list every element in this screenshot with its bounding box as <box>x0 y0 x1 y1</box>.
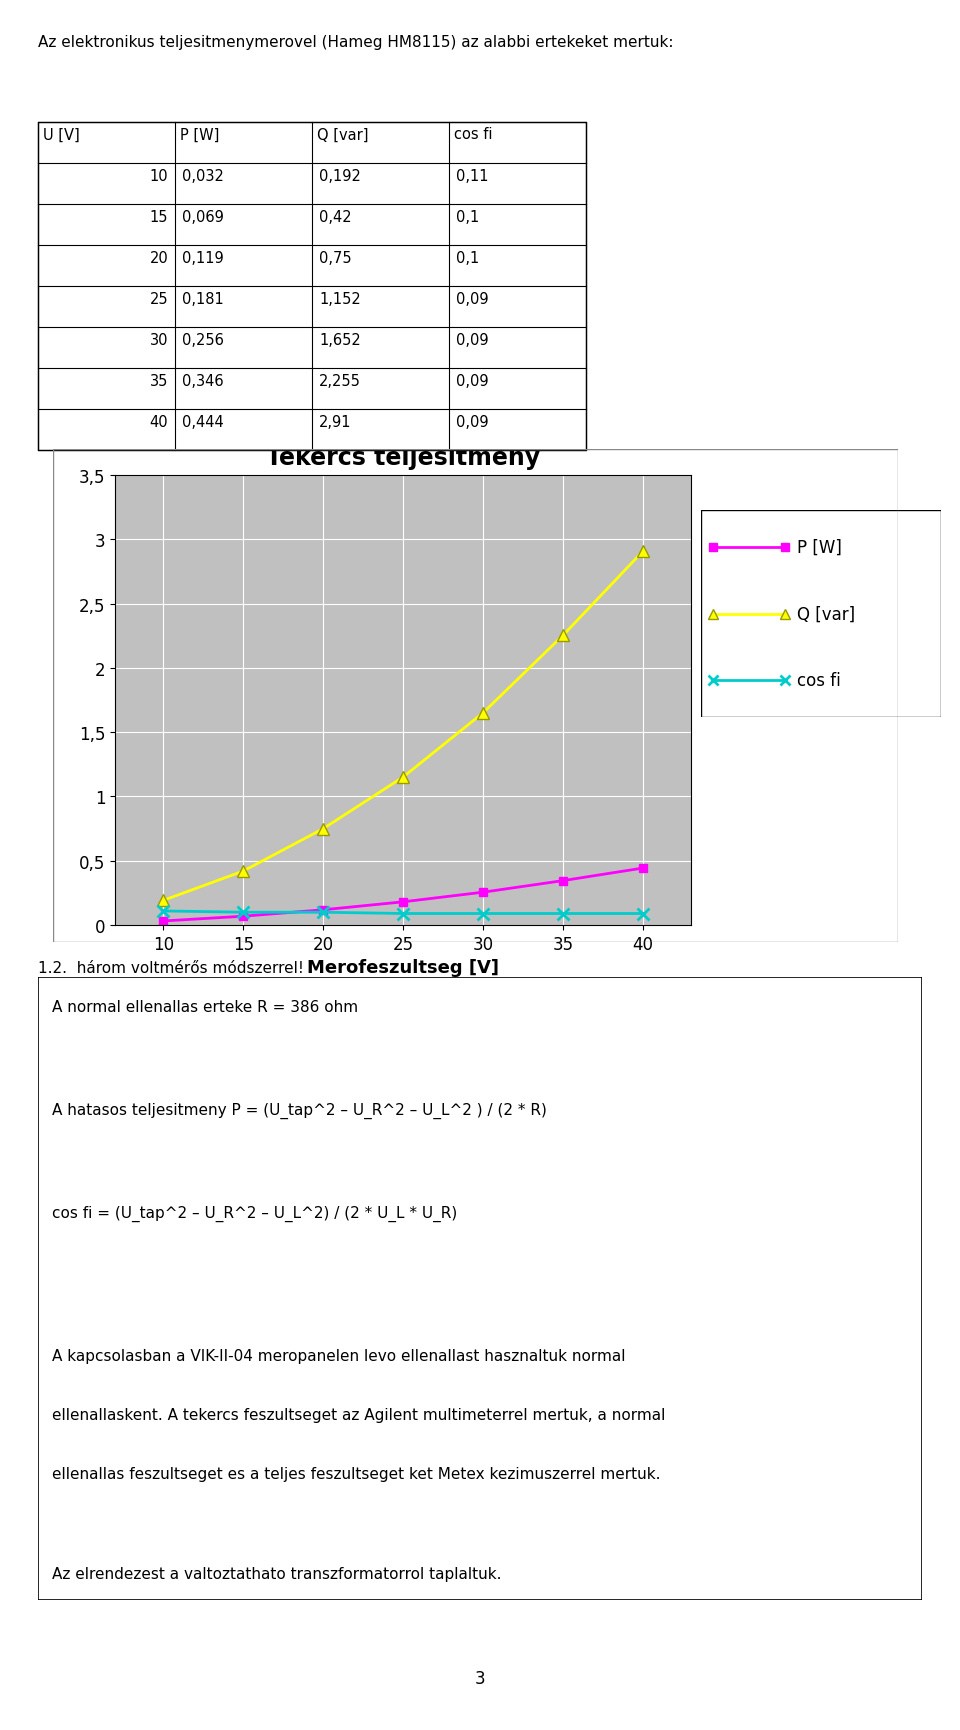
Text: 0,119: 0,119 <box>182 251 224 265</box>
Text: 20: 20 <box>150 251 168 265</box>
Text: ellenallaskent. A tekercs feszultseget az Agilent multimeterrel mertuk, a normal: ellenallaskent. A tekercs feszultseget a… <box>52 1406 665 1422</box>
Text: 0,75: 0,75 <box>320 251 352 265</box>
Text: cos fi = (U_tap^2 – U_R^2 – U_L^2) / (2 * U_L * U_R): cos fi = (U_tap^2 – U_R^2 – U_L^2) / (2 … <box>52 1204 457 1221</box>
Text: P [W]: P [W] <box>180 128 219 142</box>
Text: 3: 3 <box>474 1669 486 1687</box>
Text: 2,91: 2,91 <box>320 415 351 429</box>
Text: 0,1: 0,1 <box>456 209 479 225</box>
Text: 0,032: 0,032 <box>182 168 225 183</box>
Text: cos fi: cos fi <box>797 671 841 690</box>
Text: 35: 35 <box>150 374 168 389</box>
Text: cos fi: cos fi <box>453 128 492 142</box>
Text: 0,192: 0,192 <box>320 168 361 183</box>
Text: 0,09: 0,09 <box>456 415 489 429</box>
Text: 1,152: 1,152 <box>320 292 361 306</box>
Text: 0,11: 0,11 <box>456 168 489 183</box>
Text: 1,652: 1,652 <box>320 332 361 348</box>
Text: 0,181: 0,181 <box>182 292 224 306</box>
Text: 2,255: 2,255 <box>320 374 361 389</box>
Text: 0,256: 0,256 <box>182 332 225 348</box>
Text: Q [var]: Q [var] <box>317 128 368 142</box>
Text: P [W]: P [W] <box>797 538 842 557</box>
Text: 0,09: 0,09 <box>456 374 489 389</box>
Text: 25: 25 <box>150 292 168 306</box>
Text: 0,09: 0,09 <box>456 332 489 348</box>
Text: U [V]: U [V] <box>43 128 80 142</box>
Text: ellenallas feszultseget es a teljes feszultseget ket Metex kezimuszerrel mertuk.: ellenallas feszultseget es a teljes fesz… <box>52 1467 660 1481</box>
Text: 0,42: 0,42 <box>320 209 352 225</box>
Text: 0,1: 0,1 <box>456 251 479 265</box>
Text: A normal ellenallas erteke R = 386 ohm: A normal ellenallas erteke R = 386 ohm <box>52 1000 358 1014</box>
Text: 1.2.  három voltmérős módszerrel!: 1.2. három voltmérős módszerrel! <box>38 960 304 976</box>
Text: 0,09: 0,09 <box>456 292 489 306</box>
Text: Az elektronikus teljesitmenymerovel (Hameg HM8115) az alabbi ertekeket mertuk:: Az elektronikus teljesitmenymerovel (Ham… <box>38 35 674 50</box>
Bar <box>38 123 586 452</box>
Text: 0,069: 0,069 <box>182 209 225 225</box>
Text: 0,444: 0,444 <box>182 415 224 429</box>
Text: 40: 40 <box>150 415 168 429</box>
Text: Az elrendezest a valtoztathato transzformatorrol taplaltuk.: Az elrendezest a valtoztathato transzfor… <box>52 1566 501 1581</box>
Text: 10: 10 <box>150 168 168 183</box>
Text: 30: 30 <box>150 332 168 348</box>
Text: A kapcsolasban a VIK-II-04 meropanelen levo ellenallast hasznaltuk normal: A kapcsolasban a VIK-II-04 meropanelen l… <box>52 1348 625 1363</box>
Title: Tekercs teljesitmeny: Tekercs teljesitmeny <box>266 446 540 469</box>
Text: Q [var]: Q [var] <box>797 606 855 623</box>
Text: A hatasos teljesitmeny P = (U_tap^2 – U_R^2 – U_L^2 ) / (2 * R): A hatasos teljesitmeny P = (U_tap^2 – U_… <box>52 1102 546 1118</box>
Text: 0,346: 0,346 <box>182 374 224 389</box>
X-axis label: Merofeszultseg [V]: Merofeszultseg [V] <box>307 958 499 977</box>
Text: 15: 15 <box>150 209 168 225</box>
